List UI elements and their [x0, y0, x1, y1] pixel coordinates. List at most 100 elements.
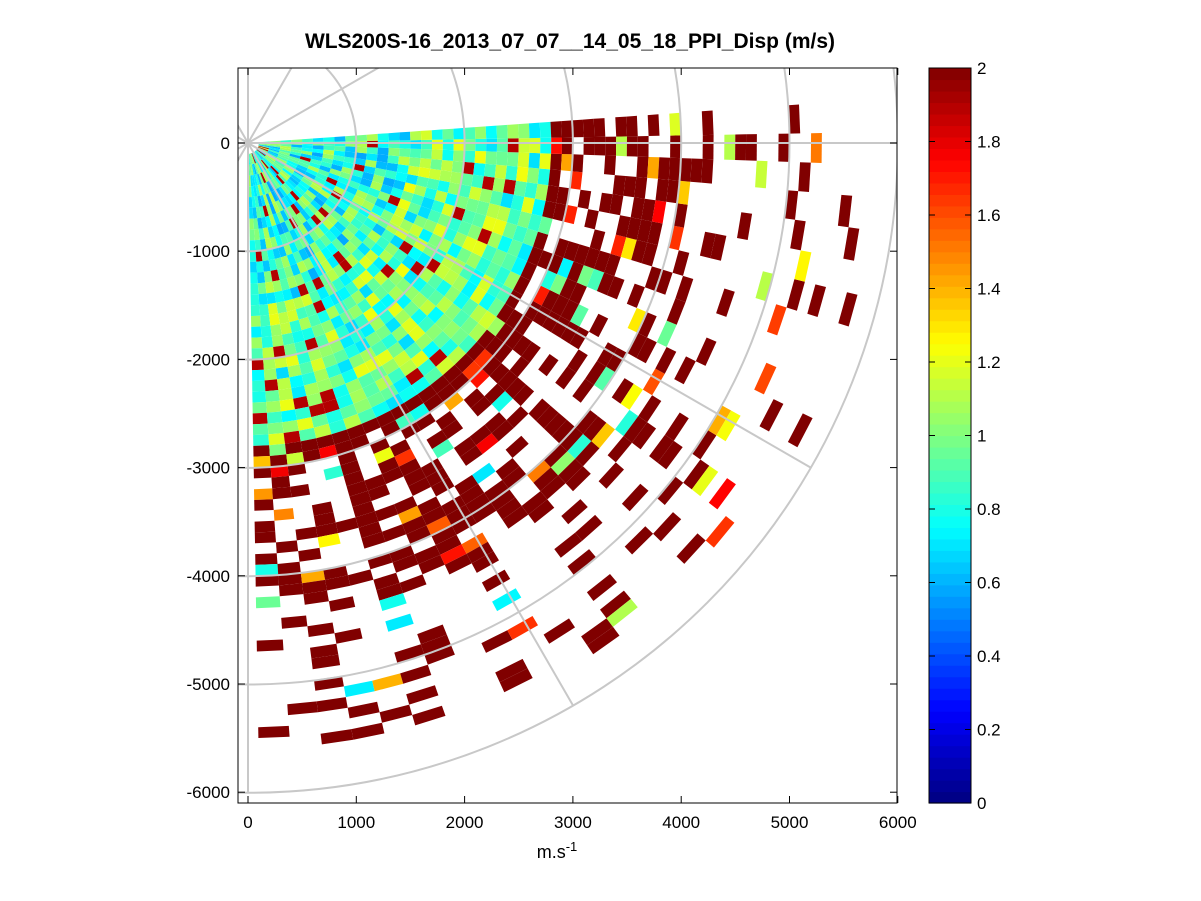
colorbar-tick-label: 1	[977, 427, 986, 446]
data-cell	[642, 368, 665, 396]
data-cell	[362, 381, 381, 398]
data-cell	[496, 138, 508, 153]
data-cell	[266, 411, 283, 424]
data-cell	[357, 372, 376, 389]
data-cell	[759, 399, 784, 432]
data-cell	[254, 151, 261, 161]
data-cell	[389, 234, 405, 249]
data-cell	[344, 281, 359, 296]
data-cell	[289, 319, 302, 333]
data-cell	[292, 188, 303, 199]
data-cell	[463, 150, 476, 163]
data-cell	[426, 430, 448, 450]
data-cell	[476, 433, 499, 455]
data-cell	[377, 133, 389, 141]
data-cell	[320, 729, 354, 745]
data-cell	[422, 340, 440, 359]
data-cell	[307, 165, 320, 173]
data-cell	[672, 250, 690, 276]
data-cell	[544, 412, 567, 437]
data-cell	[268, 433, 285, 446]
data-cell	[259, 160, 267, 171]
colorbar-band	[929, 412, 971, 425]
data-cell	[341, 228, 355, 241]
data-cell	[606, 347, 627, 373]
data-cell	[631, 239, 648, 264]
data-cell	[297, 183, 308, 193]
data-cell	[331, 429, 351, 445]
data-cell	[377, 140, 389, 148]
data-cell	[273, 161, 284, 170]
data-cell	[473, 348, 494, 369]
data-cell	[636, 219, 652, 243]
data-cell	[350, 433, 370, 450]
data-cell	[440, 338, 459, 357]
data-cell	[265, 193, 273, 205]
data-cell	[299, 156, 311, 162]
data-cell	[287, 205, 297, 218]
data-cell	[295, 166, 307, 175]
data-cell	[251, 164, 256, 175]
data-cells	[248, 104, 860, 745]
data-cell	[374, 198, 388, 210]
data-cell	[338, 272, 353, 287]
data-cell	[266, 152, 278, 159]
data-cell	[263, 270, 273, 283]
data-cell	[278, 186, 288, 197]
data-cell	[475, 200, 490, 216]
data-cell	[465, 252, 482, 269]
data-cell	[375, 161, 388, 170]
colorbar-band	[929, 435, 971, 448]
data-cell	[483, 163, 497, 178]
data-cell	[371, 204, 385, 217]
data-cell	[374, 167, 387, 177]
data-cell	[481, 569, 511, 592]
data-cell	[492, 177, 506, 193]
data-cell	[313, 225, 325, 239]
data-cell	[636, 337, 657, 364]
data-cell	[268, 166, 278, 177]
data-cell	[259, 206, 266, 218]
data-cell	[299, 195, 311, 207]
data-cell	[469, 424, 492, 446]
data-cell	[460, 483, 485, 505]
data-cell	[353, 398, 372, 414]
data-cell	[356, 134, 368, 142]
data-cell	[333, 155, 345, 162]
data-cell	[555, 366, 577, 390]
data-cell	[273, 345, 286, 358]
data-cell	[574, 409, 598, 434]
data-cell	[707, 405, 732, 436]
data-cell	[537, 250, 554, 270]
data-cell	[708, 478, 736, 510]
data-cell	[431, 149, 443, 160]
data-cell	[414, 545, 441, 565]
data-cell	[380, 384, 399, 401]
data-cell	[491, 248, 508, 267]
data-cell	[754, 362, 777, 395]
data-cell	[249, 153, 253, 165]
data-cell	[298, 547, 322, 562]
data-cell	[538, 216, 553, 235]
data-cell	[253, 456, 271, 468]
data-cell	[378, 249, 394, 264]
data-cell	[427, 306, 445, 324]
data-cell	[395, 262, 411, 278]
data-cell	[300, 209, 311, 221]
data-cell	[551, 419, 575, 444]
data-cell	[252, 369, 265, 381]
data-cell	[620, 383, 643, 410]
data-cell	[510, 194, 525, 212]
data-cell	[275, 366, 290, 380]
data-cell	[691, 429, 717, 460]
data-cell	[807, 284, 826, 317]
data-cell	[755, 160, 768, 189]
data-cell	[254, 163, 259, 175]
data-cell	[351, 169, 364, 178]
data-cell	[577, 189, 592, 210]
colorbar-band	[929, 125, 971, 138]
data-cell	[513, 275, 531, 296]
data-cell	[287, 178, 297, 189]
polar-grid-lines	[238, 68, 897, 794]
data-cell	[336, 393, 354, 409]
